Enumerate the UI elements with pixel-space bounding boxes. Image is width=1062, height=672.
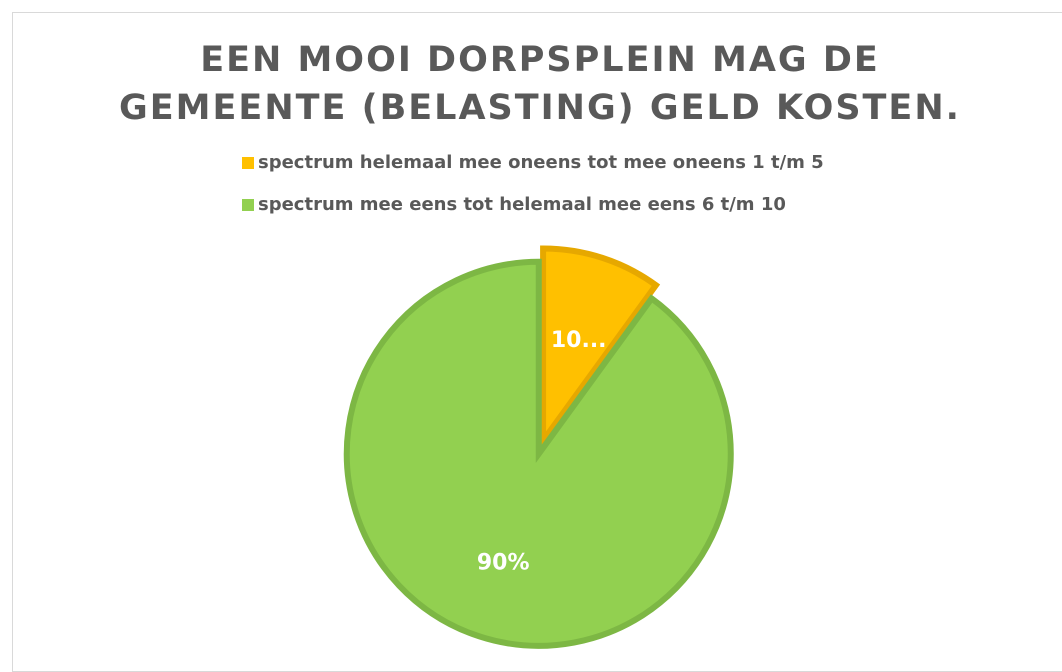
pie-slice [540,245,661,450]
data-label: 10... [551,328,607,353]
legend-swatch [242,157,254,169]
chart-title: EEN MOOI DORPSPLEIN MAG DE GEMEENTE (BEL… [119,40,961,128]
pie-slice [343,258,734,649]
data-label: 90% [477,550,530,575]
legend-swatch [242,199,254,211]
legend-label: spectrum mee eens tot helemaal mee eens … [258,194,786,215]
legend-label: spectrum helemaal mee oneens tot mee one… [258,152,824,173]
